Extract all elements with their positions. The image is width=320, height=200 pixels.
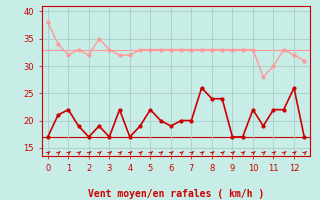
X-axis label: Vent moyen/en rafales ( km/h ): Vent moyen/en rafales ( km/h ) [88,189,264,199]
